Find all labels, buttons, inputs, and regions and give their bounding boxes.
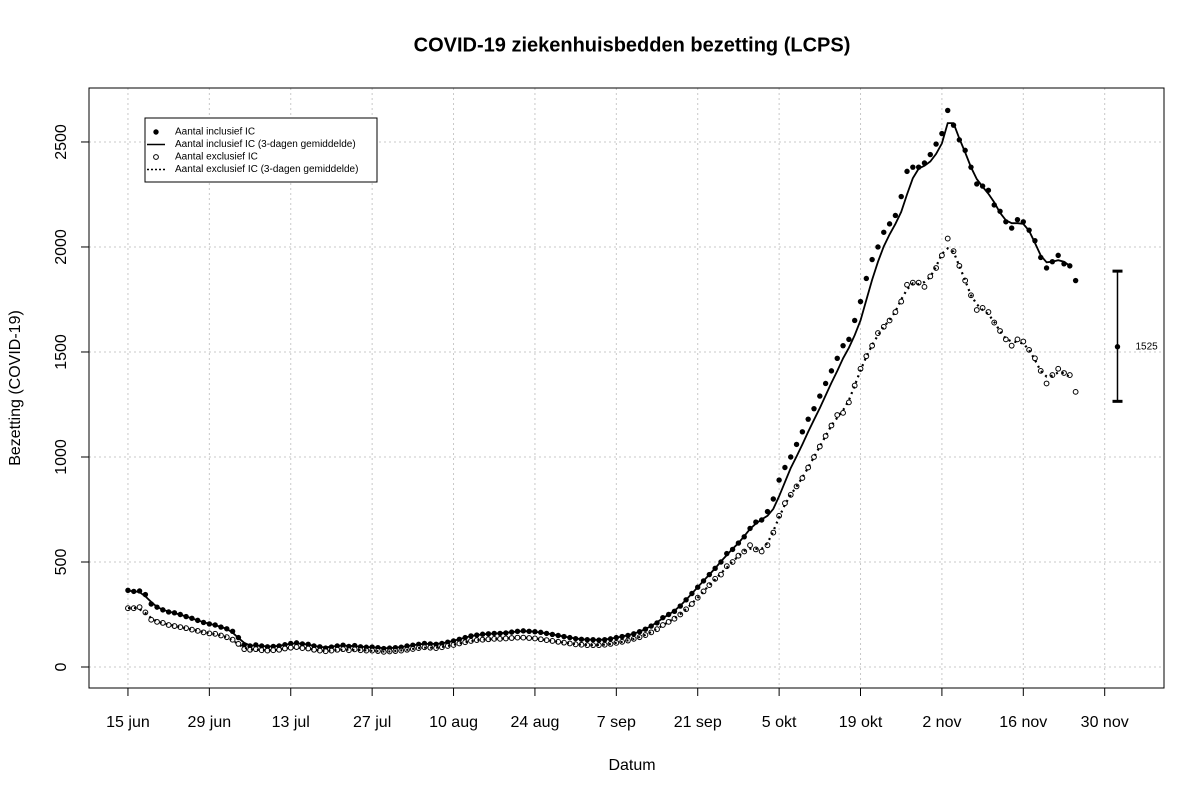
point	[904, 168, 910, 175]
x-tick-label: 21 sep	[674, 714, 722, 731]
point	[1008, 225, 1015, 231]
plot-frame	[88, 87, 1165, 689]
y-tick-label: 2000	[53, 229, 70, 265]
point	[1055, 365, 1062, 372]
point	[974, 181, 980, 187]
x-tick-label: 30 nov	[1081, 714, 1129, 731]
point	[1037, 367, 1044, 374]
point	[939, 252, 945, 259]
point	[1032, 355, 1038, 362]
point	[276, 646, 283, 653]
point	[881, 229, 887, 235]
point	[875, 244, 881, 250]
point	[840, 342, 846, 349]
point	[869, 256, 875, 263]
point	[799, 429, 806, 435]
point	[851, 317, 858, 324]
point	[299, 645, 306, 651]
point	[770, 496, 777, 502]
point	[689, 601, 695, 607]
x-tick-label: 24 aug	[510, 714, 559, 731]
point	[1043, 265, 1050, 271]
point	[788, 454, 794, 460]
point	[828, 368, 835, 374]
point	[1055, 252, 1061, 259]
value-label: 1525	[1135, 341, 1158, 352]
point	[846, 336, 852, 343]
y-tick-label: 0	[53, 662, 70, 671]
line	[128, 122, 1071, 649]
point	[945, 107, 951, 114]
point	[125, 605, 131, 612]
point	[782, 464, 788, 471]
y-tick-label: 1500	[53, 334, 70, 370]
point	[282, 645, 288, 652]
y-tick-label: 500	[53, 549, 70, 576]
point	[921, 283, 928, 290]
point	[805, 416, 811, 422]
point	[939, 130, 945, 137]
legend-box	[144, 117, 378, 183]
point	[933, 141, 939, 147]
x-tick-label: 29 jun	[188, 714, 232, 731]
point	[898, 193, 904, 200]
point	[1114, 344, 1121, 350]
x-tick-label: 16 nov	[999, 714, 1047, 731]
x-tick-label: 15 jun	[106, 714, 150, 731]
y-tick-label: 2500	[53, 124, 70, 160]
point	[817, 393, 823, 399]
point	[927, 151, 933, 158]
point	[747, 542, 753, 549]
x-axis-label: Datum	[608, 757, 655, 774]
point	[520, 634, 527, 641]
y-tick-label: 1000	[53, 439, 70, 475]
legend-symbol	[153, 129, 159, 135]
legend-symbol	[153, 154, 159, 160]
point	[136, 604, 143, 611]
point	[293, 644, 300, 650]
point	[514, 634, 521, 641]
x-tick-label: 5 okt	[762, 714, 797, 731]
x-tick-label: 19 okt	[839, 714, 883, 731]
point	[811, 405, 817, 412]
x-tick-label: 7 sep	[597, 714, 636, 731]
point	[822, 380, 829, 387]
point	[863, 275, 870, 282]
point	[840, 409, 846, 416]
point	[235, 640, 242, 647]
point	[834, 412, 841, 418]
point	[1014, 216, 1021, 223]
point	[1043, 380, 1050, 387]
line	[127, 247, 1071, 653]
legend-label: Aantal exclusief IC (3-dagen gemiddelde)	[175, 164, 358, 175]
point	[590, 642, 596, 649]
point	[287, 644, 294, 651]
x-tick-label: 27 jul	[353, 714, 391, 731]
y-axis-label: Bezetting (COVID-19)	[7, 310, 24, 466]
point	[910, 164, 916, 170]
point	[1072, 388, 1079, 395]
point	[659, 622, 666, 628]
point	[1008, 342, 1015, 349]
chart-title: COVID-19 ziekenhuisbedden bezetting (LCP…	[414, 34, 851, 56]
legend-label: Aantal inclusief IC (3-dagen gemiddelde)	[175, 139, 356, 150]
point	[793, 441, 800, 448]
point	[776, 477, 782, 483]
point	[1072, 277, 1079, 284]
legend-label: Aantal inclusief IC	[175, 127, 255, 138]
point	[904, 281, 910, 288]
point	[886, 221, 893, 227]
point	[857, 298, 864, 305]
legend-label: Aantal exclusief IC	[175, 152, 258, 163]
point	[1014, 336, 1021, 343]
x-tick-label: 13 jul	[272, 714, 310, 731]
point	[944, 235, 951, 242]
point	[834, 355, 840, 361]
point	[526, 635, 533, 641]
point	[973, 307, 980, 313]
x-tick-label: 10 aug	[429, 714, 478, 731]
x-tick-label: 2 nov	[922, 714, 961, 731]
point	[892, 212, 899, 219]
